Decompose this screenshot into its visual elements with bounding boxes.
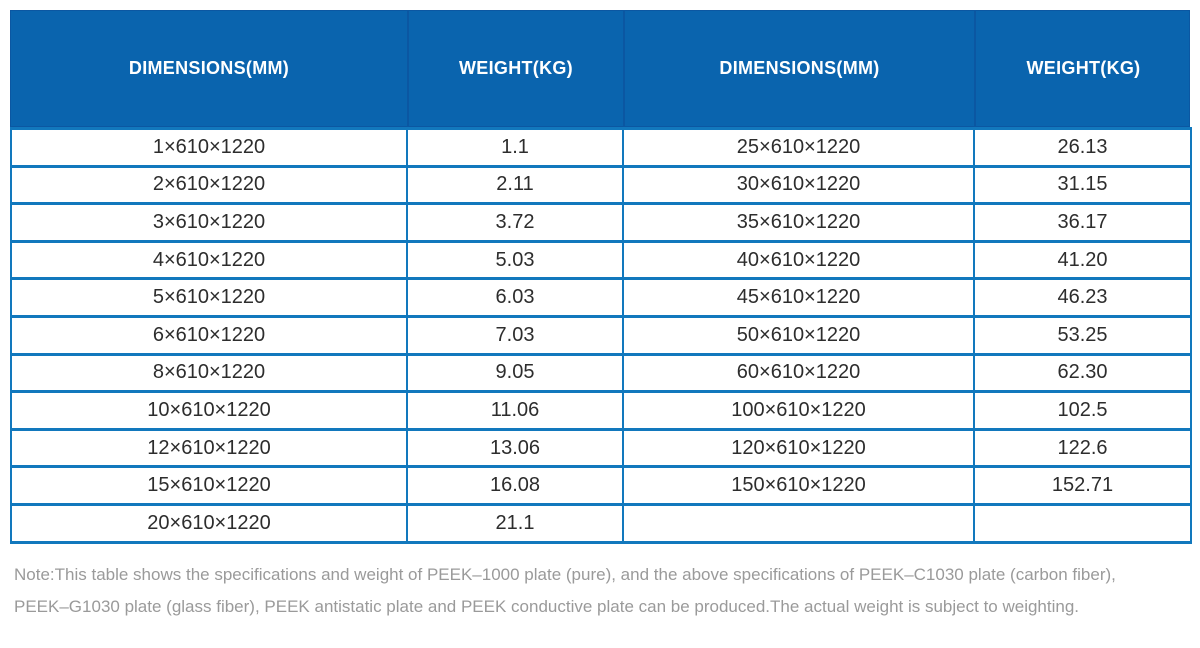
weight-cell: 11.06 [406,390,624,431]
dimension-cell: 8×610×1220 [10,352,408,394]
weight-cell: 7.03 [406,314,624,356]
dimension-cell: 20×610×1220 [10,502,408,544]
dimension-cell: 30×610×1220 [622,164,975,206]
table-row: 2×610×1220 2.11 30×610×1220 31.15 [10,164,1192,206]
weight-cell: 122.6 [973,427,1192,469]
dimension-cell: 40×610×1220 [622,239,975,281]
weight-cell: 21.1 [406,502,624,544]
weight-cell [973,502,1192,544]
dimension-cell: 2×610×1220 [10,164,408,206]
spec-table: 1×610×1220 1.1 25×610×1220 26.13 2×610×1… [10,127,1192,544]
spec-sheet: DIMENSIONS(MM) WEIGHT(KG) DIMENSIONS(MM)… [10,10,1192,623]
table-row: 20×610×1220 21.1 [10,502,1192,544]
weight-cell: 13.06 [406,427,624,469]
weight-cell: 2.11 [406,164,624,206]
weight-cell: 3.72 [406,202,624,243]
weight-cell: 26.13 [973,127,1192,168]
header-weight-left: WEIGHT(KG) [407,11,623,126]
dimension-cell: 4×610×1220 [10,239,408,281]
dimension-cell: 5×610×1220 [10,277,408,318]
table-header-row: DIMENSIONS(MM) WEIGHT(KG) DIMENSIONS(MM)… [10,10,1190,127]
dimension-cell: 60×610×1220 [622,352,975,394]
footnote-line-2: PEEK–G1030 plate (glass fiber), PEEK ant… [14,596,1080,616]
weight-cell: 9.05 [406,352,624,394]
dimension-cell: 100×610×1220 [622,390,975,431]
weight-cell: 31.15 [973,164,1192,206]
weight-cell: 36.17 [973,202,1192,243]
table-row: 8×610×1220 9.05 60×610×1220 62.30 [10,352,1192,394]
header-dimensions-left: DIMENSIONS(MM) [128,58,290,78]
table-row: 12×610×1220 13.06 120×610×1220 122.6 [10,427,1192,469]
table-row: 4×610×1220 5.03 40×610×1220 41.20 [10,239,1192,281]
weight-cell: 41.20 [973,239,1192,281]
dimension-cell: 150×610×1220 [622,465,975,506]
dimension-cell: 10×610×1220 [10,390,408,431]
weight-cell: 16.08 [406,465,624,506]
header-dimensions-right: DIMENSIONS(MM) [623,11,974,126]
dimension-cell [622,502,975,544]
dimension-cell: 25×610×1220 [622,127,975,168]
weight-cell: 62.30 [973,352,1192,394]
dimension-cell: 35×610×1220 [622,202,975,243]
weight-cell: 5.03 [406,239,624,281]
weight-cell: 152.71 [973,465,1192,506]
dimension-cell: 1×610×1220 [10,127,408,168]
dimension-cell: 12×610×1220 [10,427,408,469]
table-row: 5×610×1220 6.03 45×610×1220 46.23 [10,277,1192,318]
weight-cell: 46.23 [973,277,1192,318]
weight-cell: 1.1 [406,127,624,168]
table-row: 10×610×1220 11.06 100×610×1220 102.5 [10,390,1192,431]
dimension-cell: 15×610×1220 [10,465,408,506]
header-weight-right: WEIGHT(KG) [974,11,1191,126]
dimension-cell: 6×610×1220 [10,314,408,356]
weight-cell: 6.03 [406,277,624,318]
table-row: 15×610×1220 16.08 150×610×1220 152.71 [10,465,1192,506]
dimension-cell: 50×610×1220 [622,314,975,356]
weight-cell: 53.25 [973,314,1192,356]
spec-table-body: 1×610×1220 1.1 25×610×1220 26.13 2×610×1… [10,127,1192,544]
table-row: 6×610×1220 7.03 50×610×1220 53.25 [10,314,1192,356]
footnote-line-1: Note:This table shows the specifications… [14,564,1116,584]
dimension-cell: 45×610×1220 [622,277,975,318]
dimension-cell: 120×610×1220 [622,427,975,469]
weight-cell: 102.5 [973,390,1192,431]
table-row: 1×610×1220 1.1 25×610×1220 26.13 [10,127,1192,168]
footnote: Note:This table shows the specifications… [14,559,1190,623]
dimension-cell: 3×610×1220 [10,202,408,243]
table-row: 3×610×1220 3.72 35×610×1220 36.17 [10,202,1192,243]
